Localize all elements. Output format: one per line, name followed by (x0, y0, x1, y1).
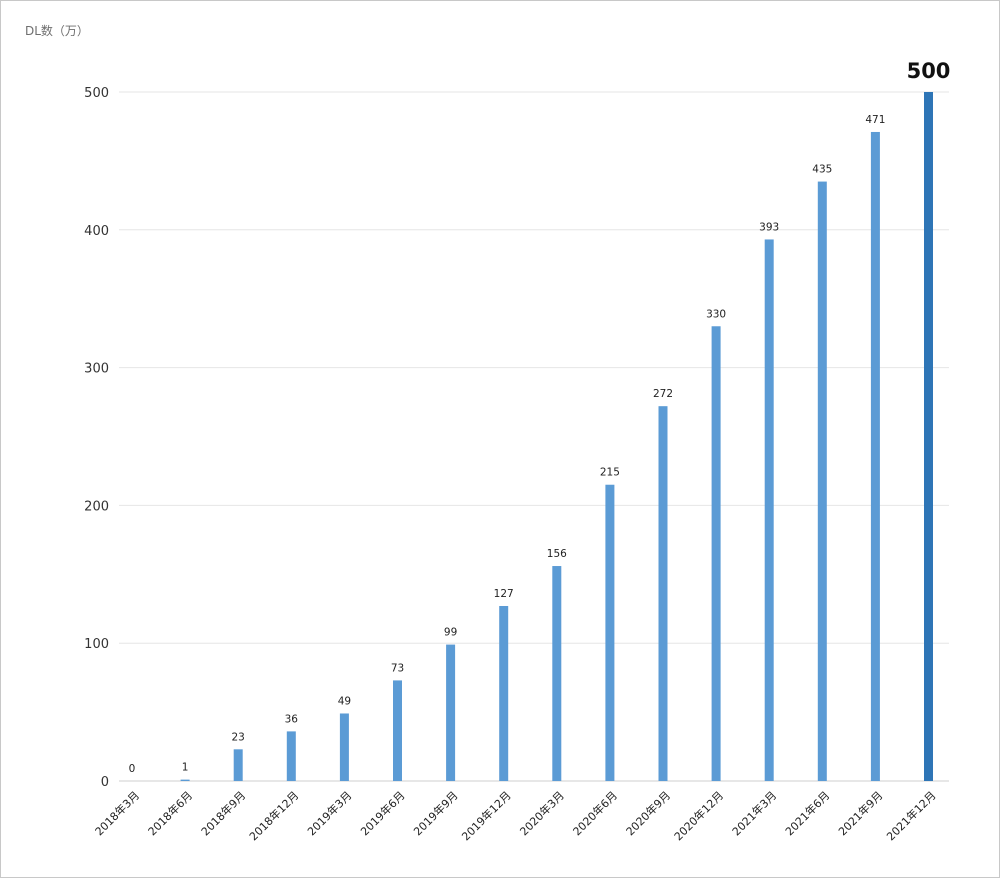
data-label: 215 (600, 467, 620, 479)
data-label: 0 (129, 763, 136, 775)
x-tick-label: 2021年9月 (835, 788, 885, 838)
y-tick-label: 300 (84, 362, 109, 377)
bar (870, 131, 880, 781)
data-label: 393 (759, 221, 779, 233)
bar (924, 92, 933, 781)
bar (605, 484, 615, 781)
data-label: 99 (444, 627, 457, 639)
x-tick-label: 2018年6月 (145, 788, 195, 838)
y-tick-label: 100 (84, 637, 109, 652)
y-tick-label: 400 (84, 224, 109, 239)
x-tick-label: 2021年3月 (729, 788, 779, 838)
x-tick-label: 2018年3月 (92, 788, 142, 838)
data-label: 1 (182, 762, 189, 774)
data-label: 272 (653, 388, 673, 400)
data-labels: 0 1 23 36 49 73 99 127 156 215 272 330 393 435 471 500 (129, 59, 951, 775)
data-label: 156 (547, 548, 567, 560)
data-label: 73 (391, 662, 404, 674)
data-label: 330 (706, 308, 726, 320)
bar (339, 713, 349, 781)
x-tick-label: 2020年9月 (623, 788, 673, 838)
x-tick-label: 2021年12月 (883, 788, 938, 843)
bars (180, 92, 933, 782)
gridlines (119, 91, 949, 782)
x-tick-label: 2019年6月 (357, 788, 407, 838)
data-label: 471 (865, 114, 885, 126)
x-tick-label: 2021年6月 (782, 788, 832, 838)
x-tick-label: 2020年6月 (570, 788, 620, 838)
bar (393, 680, 402, 781)
bar (499, 605, 509, 781)
bar (764, 239, 774, 782)
x-tick-label: 2020年12月 (671, 788, 726, 843)
data-label-highlight: 500 (907, 59, 951, 83)
bar (552, 566, 562, 781)
y-tick-label: 500 (84, 86, 109, 101)
data-label: 49 (338, 695, 351, 707)
x-tick-label: 2019年3月 (304, 788, 354, 838)
bar (233, 749, 243, 781)
data-label: 23 (232, 731, 245, 743)
bar (817, 181, 827, 781)
y-axis-unit-label: DL数（万） (25, 24, 89, 38)
x-tick-label: 2018年12月 (246, 788, 301, 843)
data-label: 435 (812, 164, 832, 176)
x-tick-label: 2020年3月 (517, 788, 567, 838)
x-tick-label: 2019年12月 (459, 788, 514, 843)
data-label: 127 (494, 588, 514, 600)
bar (180, 779, 190, 781)
data-label: 36 (285, 713, 299, 725)
x-tick-label: 2018年9月 (198, 788, 248, 838)
y-tick-label: 0 (101, 775, 109, 790)
bar (658, 406, 668, 781)
bar (711, 326, 721, 781)
x-tick-label: 2019年9月 (411, 788, 461, 838)
y-axis-ticks: 0 100 200 300 400 500 (84, 86, 109, 790)
bar (446, 644, 456, 781)
bar (286, 731, 296, 781)
y-tick-label: 200 (84, 499, 109, 514)
